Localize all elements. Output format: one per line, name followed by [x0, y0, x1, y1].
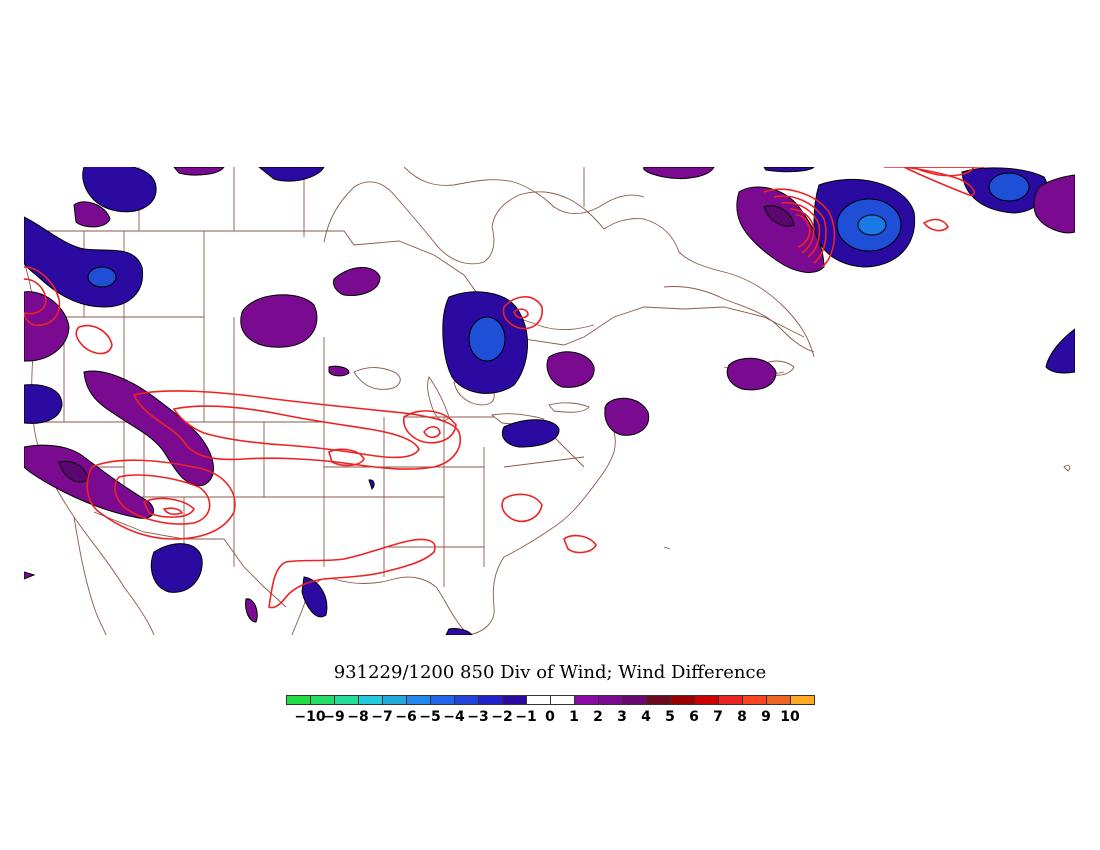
legend-tick-label: 8 — [737, 709, 747, 725]
shade-pos-5 — [240, 294, 318, 348]
legend-tick-label: 7 — [713, 709, 723, 725]
shade-neg-5-core — [468, 316, 506, 362]
shade-neg-9 — [368, 479, 375, 490]
shade-neg-6 — [501, 419, 560, 448]
legend-tick-label: 4 — [641, 709, 651, 725]
legend-swatch — [670, 695, 695, 705]
shade-pos-2 — [73, 201, 111, 228]
legend-swatch — [694, 695, 719, 705]
legend-tick-label: −9 — [323, 709, 345, 725]
legend-swatch — [766, 695, 791, 705]
legend-tick-label: 2 — [593, 709, 603, 725]
shade-neg-1 — [82, 167, 157, 213]
map-canvas — [24, 167, 1075, 635]
shade-pos-13-core — [763, 205, 795, 227]
legend-tick-label: 5 — [665, 709, 675, 725]
legend-swatch — [454, 695, 479, 705]
wind-difference-contours — [24, 167, 984, 609]
shade-neg-14 — [1045, 328, 1075, 374]
legend-swatch — [574, 695, 599, 705]
legend-swatch — [790, 695, 815, 705]
legend-tick-label: 0 — [545, 709, 555, 725]
legend-swatch — [742, 695, 767, 705]
legend-swatch — [334, 695, 359, 705]
shade-pos-12 — [726, 357, 777, 391]
legend-tick-label: −1 — [515, 709, 537, 725]
shade-pos-8 — [328, 365, 350, 377]
shade-pos-13 — [736, 186, 825, 273]
shade-neg-3 — [24, 216, 144, 308]
legend-swatch — [310, 695, 335, 705]
color-legend-bar — [286, 695, 815, 707]
legend-tick-label: 1 — [569, 709, 579, 725]
map-panel — [24, 167, 1075, 635]
legend-swatch — [622, 695, 647, 705]
shade-neg-11 — [763, 167, 815, 173]
legend-swatch — [526, 695, 551, 705]
shade-neg-10 — [445, 628, 473, 635]
legend-tick-label: −10 — [294, 709, 326, 725]
shade-neg-13-core — [988, 172, 1030, 202]
legend-tick-label: 3 — [617, 709, 627, 725]
shade-neg-2 — [258, 167, 325, 182]
shade-pos-4 — [333, 267, 381, 296]
legend-swatch — [502, 695, 527, 705]
shade-pos-15 — [245, 598, 258, 623]
divergence-shading — [24, 167, 1075, 635]
shade-pos-3 — [643, 167, 715, 180]
shade-pos-1 — [173, 167, 225, 176]
legend-tick-label: −4 — [443, 709, 465, 725]
shade-pos-10 — [546, 351, 595, 388]
legend-tick-label: 6 — [689, 709, 699, 725]
legend-tick-label: −2 — [491, 709, 513, 725]
legend-swatch — [598, 695, 623, 705]
shade-pos-11 — [604, 397, 650, 436]
shade-neg-12-core — [857, 214, 887, 236]
shade-pos-9 — [24, 444, 154, 519]
legend-tick-label: 9 — [761, 709, 771, 725]
shade-pos-6 — [24, 291, 70, 362]
legend-swatch — [382, 695, 407, 705]
shade-pos-7 — [83, 370, 214, 486]
shade-pos-16 — [24, 571, 36, 580]
legend-swatch — [718, 695, 743, 705]
legend-swatch — [430, 695, 455, 705]
legend-swatch — [406, 695, 431, 705]
legend-tick-label: −7 — [371, 709, 393, 725]
shade-neg-3-core — [87, 266, 117, 288]
legend-tick-label: −8 — [347, 709, 369, 725]
legend-swatch — [646, 695, 671, 705]
legend-tick-label: −5 — [419, 709, 441, 725]
legend-swatch — [286, 695, 311, 705]
legend-tick-label: 10 — [780, 709, 800, 725]
plot-title: 931229/1200 850 Div of Wind; Wind Differ… — [333, 662, 767, 683]
legend-tick-label: −6 — [395, 709, 417, 725]
shade-neg-4 — [24, 384, 63, 424]
legend-swatch — [358, 695, 383, 705]
legend-tick-label: −3 — [467, 709, 489, 725]
legend-swatch — [550, 695, 575, 705]
shade-pos-14 — [1033, 174, 1075, 234]
shade-neg-8 — [301, 576, 328, 618]
shade-neg-7 — [150, 543, 203, 593]
legend-swatch — [478, 695, 503, 705]
color-legend-ticks: −10 −9 −8 −7 −6 −5 −4 −3 −2 −1 0 1 2 3 4 5 6 7 8 9 10 — [286, 709, 814, 729]
